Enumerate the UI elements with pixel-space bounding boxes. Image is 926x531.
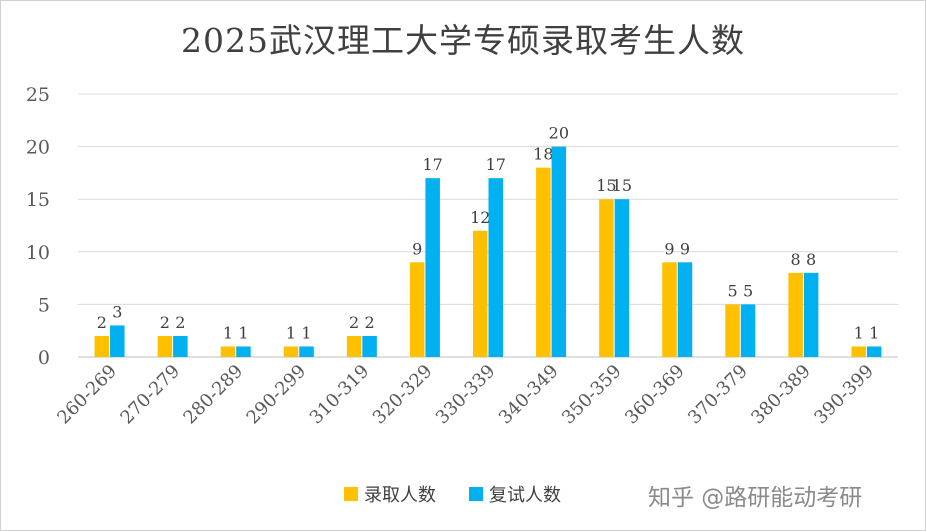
bar	[662, 262, 677, 357]
x-tick-label: 340-349	[495, 361, 563, 429]
data-label: 15	[612, 176, 632, 195]
legend-label-retest: 复试人数	[489, 485, 561, 506]
data-label: 5	[743, 281, 753, 300]
data-label: 1	[223, 323, 233, 342]
bar	[488, 178, 503, 357]
bar	[94, 335, 110, 357]
data-label: 9	[680, 239, 690, 258]
bar	[803, 272, 819, 357]
data-label: 15	[596, 176, 616, 195]
x-tick-label: 260-269	[53, 361, 121, 429]
bar	[551, 146, 567, 357]
y-tick-label: 25	[26, 84, 50, 106]
data-label: 17	[422, 155, 442, 174]
data-label: 2	[349, 313, 359, 332]
data-label: 2	[365, 313, 375, 332]
bar	[362, 335, 377, 357]
x-tick-label: 370-379	[684, 361, 752, 429]
x-tick-label: 310-319	[306, 361, 374, 429]
bar	[851, 346, 866, 357]
x-tick-label: 330-339	[432, 361, 500, 429]
y-tick-label: 5	[38, 294, 50, 316]
bar	[157, 335, 173, 357]
data-label: 1	[238, 323, 248, 342]
x-tick-label: 290-299	[243, 361, 311, 429]
data-label: 1	[854, 323, 864, 342]
bar	[614, 199, 630, 357]
bar	[299, 346, 314, 357]
y-tick-label: 15	[26, 189, 50, 211]
y-tick-label: 0	[38, 347, 50, 369]
data-label: 12	[470, 208, 490, 227]
bar	[283, 346, 299, 357]
data-label: 9	[664, 239, 674, 258]
legend-label-admitted: 录取人数	[364, 485, 436, 506]
data-label: 9	[412, 239, 422, 258]
bar	[409, 262, 425, 357]
bar	[346, 335, 362, 357]
x-tick-label: 360-369	[621, 361, 689, 429]
bar	[536, 167, 551, 357]
legend-item-retest: 复试人数	[469, 481, 561, 507]
data-label: 2	[160, 313, 170, 332]
bar	[110, 325, 125, 357]
bar	[473, 230, 488, 357]
x-tick-label: 270-279	[116, 361, 184, 429]
x-tick-label: 390-399	[810, 361, 878, 429]
bar	[677, 262, 693, 357]
data-label: 3	[112, 302, 122, 321]
data-label: 8	[791, 250, 801, 269]
chart-title: 2025武汉理工大学专硕录取考生人数	[181, 21, 745, 60]
data-label: 1	[869, 323, 879, 342]
data-label: 18	[533, 145, 553, 164]
data-label: 1	[286, 323, 296, 342]
data-label: 1	[301, 323, 311, 342]
legend-swatch-admitted	[344, 487, 358, 501]
legend-swatch-retest	[469, 487, 483, 501]
data-label: 2	[175, 313, 185, 332]
data-label: 5	[727, 281, 737, 300]
x-tick-label: 380-389	[747, 361, 815, 429]
bar	[220, 346, 236, 357]
data-label: 17	[486, 155, 506, 174]
bar	[236, 346, 251, 357]
watermark: 知乎 @路研能动考研	[648, 485, 863, 511]
bar	[173, 335, 188, 357]
x-tick-label: 320-329	[369, 361, 437, 429]
bar	[788, 272, 803, 357]
bar	[725, 304, 740, 357]
bar	[425, 178, 440, 357]
data-label: 20	[549, 124, 569, 143]
y-tick-label: 10	[26, 242, 50, 264]
bar	[866, 346, 882, 357]
legend-item-admitted: 录取人数	[344, 481, 436, 507]
data-label: 8	[806, 250, 816, 269]
x-tick-label: 350-359	[558, 361, 626, 429]
y-tick-label: 20	[26, 137, 50, 159]
bar	[740, 304, 756, 357]
data-label: 2	[97, 313, 107, 332]
bar	[599, 199, 614, 357]
x-tick-label: 280-289	[179, 361, 247, 429]
